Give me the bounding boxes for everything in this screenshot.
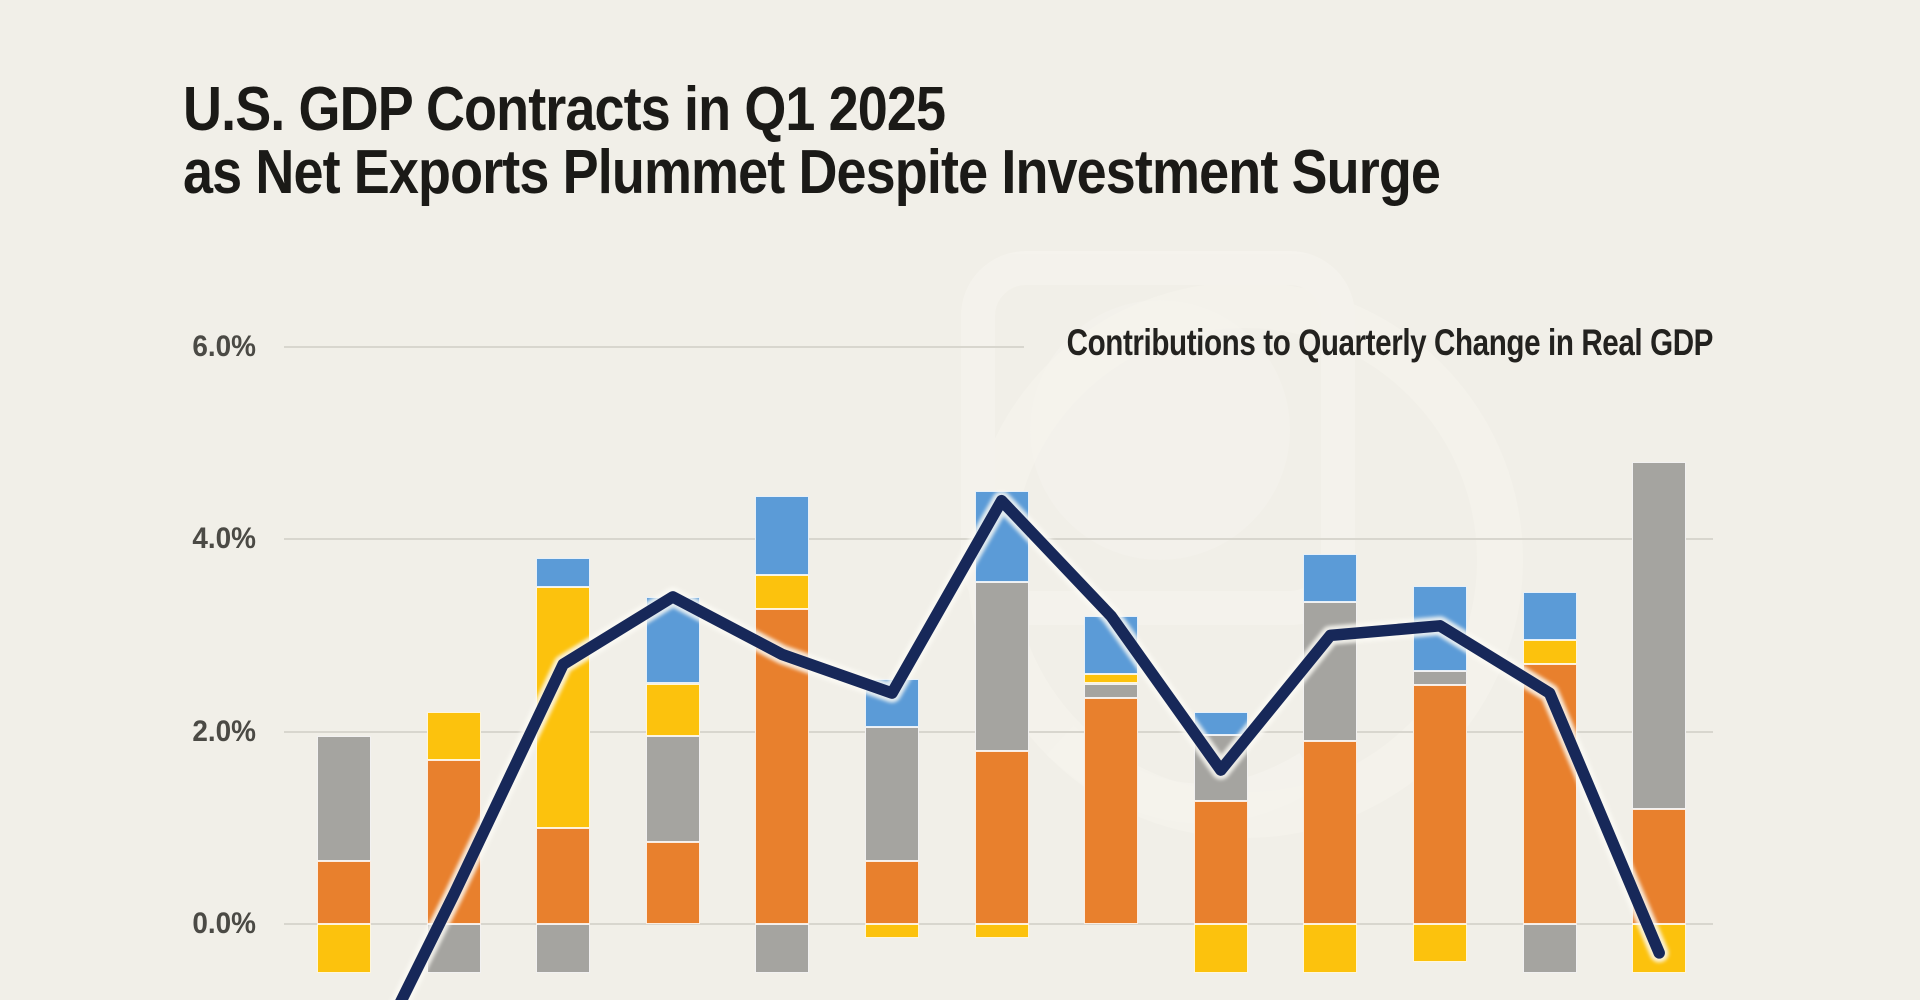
bar-segment-consumer-spending-q12 bbox=[1522, 664, 1577, 924]
bar-segment-investment-q11 bbox=[1413, 670, 1467, 686]
bar-segment-consumer-spending-q1 bbox=[317, 861, 371, 924]
y-tick-0: 0.0% bbox=[192, 907, 256, 940]
bar-segment-net-exports-q3 bbox=[536, 587, 591, 828]
bar-segment-government-q10 bbox=[1303, 553, 1358, 602]
bar-segment-consumer-spending-q7 bbox=[974, 750, 1029, 924]
gridline-6pct bbox=[284, 346, 1024, 348]
bar-segment-investment-q4 bbox=[645, 736, 700, 843]
bar-segment-government-q8 bbox=[1084, 616, 1139, 674]
bar-segment-investment-q1 bbox=[317, 736, 371, 862]
bar-segment-net-exports-q2 bbox=[426, 712, 481, 761]
y-tick-4: 4.0% bbox=[192, 522, 256, 555]
bar-segment-net-exports-q8 bbox=[1084, 673, 1139, 684]
bar-segment-consumer-spending-q2 bbox=[426, 760, 481, 924]
bar-segment-government-q7 bbox=[974, 491, 1029, 583]
bar-segment-investment-q8 bbox=[1084, 683, 1139, 698]
bar-segment-consumer-spending-q13 bbox=[1632, 808, 1687, 924]
bar-segment-investment-q5 bbox=[755, 924, 810, 973]
bar-segment-consumer-spending-q6 bbox=[865, 861, 919, 924]
bar-segment-consumer-spending-q10 bbox=[1303, 741, 1358, 924]
bar-segment-net-exports-q10 bbox=[1303, 924, 1358, 973]
chart-title: U.S. GDP Contracts in Q1 2025 as Net Exp… bbox=[183, 75, 1441, 207]
bar-segment-net-exports-q1 bbox=[317, 924, 371, 973]
bar-segment-net-exports-q11 bbox=[1413, 924, 1467, 963]
bar-segment-investment-q7 bbox=[974, 582, 1029, 751]
bar-segment-investment-q2 bbox=[426, 924, 481, 973]
chart-title-line2: as Net Exports Plummet Despite Investmen… bbox=[183, 138, 1441, 207]
bar-segment-government-q12 bbox=[1522, 592, 1577, 641]
bar-segment-consumer-spending-q5 bbox=[755, 609, 810, 924]
bar-segment-consumer-spending-q4 bbox=[645, 842, 700, 924]
bar-segment-government-q5 bbox=[755, 495, 810, 575]
bar-segment-government-q3 bbox=[536, 558, 591, 588]
bar-segment-investment-q13 bbox=[1632, 462, 1687, 809]
bar-segment-government-q11 bbox=[1413, 586, 1467, 671]
bar-segment-consumer-spending-q8 bbox=[1084, 697, 1139, 924]
chart-subtitle: Contributions to Quarterly Change in Rea… bbox=[1066, 322, 1714, 363]
bar-segment-net-exports-q4 bbox=[645, 683, 700, 737]
bar-segment-consumer-spending-q11 bbox=[1413, 685, 1467, 924]
y-tick-2: 2.0% bbox=[192, 715, 256, 748]
chart-title-line1: U.S. GDP Contracts in Q1 2025 bbox=[183, 75, 946, 144]
bar-segment-net-exports-q12 bbox=[1522, 640, 1577, 665]
bar-segment-investment-q6 bbox=[865, 726, 919, 862]
y-tick-6: 6.0% bbox=[192, 330, 256, 363]
bar-segment-investment-q3 bbox=[536, 924, 591, 973]
bar-segment-investment-q9 bbox=[1193, 735, 1248, 801]
bar-segment-net-exports-q13 bbox=[1632, 924, 1687, 973]
bar-segment-government-q6 bbox=[865, 678, 919, 727]
bar-segment-net-exports-q7 bbox=[974, 924, 1029, 939]
bar-segment-government-q9 bbox=[1193, 712, 1248, 736]
bar-segment-investment-q12 bbox=[1522, 924, 1577, 973]
bar-segment-net-exports-q9 bbox=[1193, 924, 1248, 973]
bar-segment-consumer-spending-q9 bbox=[1193, 800, 1248, 924]
bar-segment-consumer-spending-q3 bbox=[536, 827, 591, 924]
bar-segment-government-q4 bbox=[645, 596, 700, 684]
bar-segment-net-exports-q6 bbox=[865, 924, 919, 939]
bar-segment-net-exports-q5 bbox=[755, 574, 810, 610]
bar-segment-investment-q10 bbox=[1303, 601, 1358, 742]
